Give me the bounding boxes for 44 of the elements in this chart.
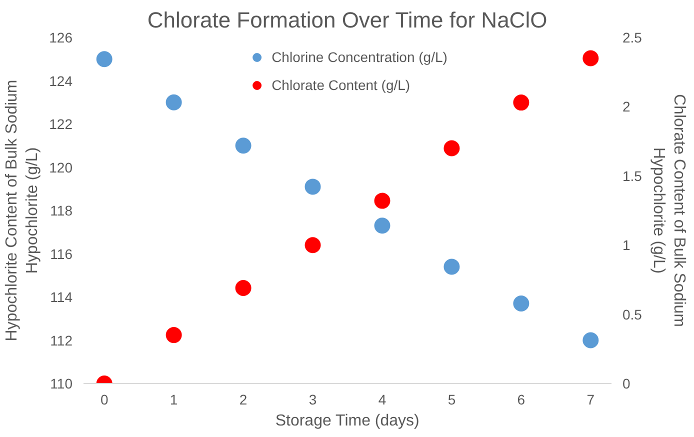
y2-tick-label: 0.5	[622, 306, 642, 322]
point	[96, 51, 112, 68]
y2-tick-label: 1	[622, 237, 630, 254]
y-tick-label: 110	[50, 376, 73, 392]
point	[444, 140, 460, 156]
y-tick-label: 118	[50, 202, 73, 218]
y2-tick-label: 1.5	[622, 168, 642, 184]
point	[374, 192, 390, 209]
legend-label: Chlorate Content (g/L)	[272, 77, 410, 93]
chart-title: Chlorate Formation Over Time for NaClO	[147, 8, 548, 32]
y-tick-label: 126	[49, 30, 73, 46]
y2-axis-title: Chlorate Content of Bulk Sodium Hypochlorite (g/L)	[650, 94, 688, 328]
x-tick-label: 1	[170, 392, 178, 408]
point	[235, 280, 252, 296]
point	[166, 94, 182, 110]
y-tick-label: 116	[50, 246, 73, 262]
y-tick-label: 124	[49, 72, 73, 89]
x-tick-label: 7	[586, 392, 595, 408]
legend-label: Chlorine Concentration (g/L)	[272, 49, 448, 65]
point	[582, 50, 599, 66]
y-tick-label: 114	[50, 289, 73, 305]
point	[235, 138, 252, 154]
y-axis-title: Hypochlorite Content of Bulk Sodium Hypochlorite (g/L)	[4, 80, 42, 342]
y2-tick-label: 2.5	[622, 30, 642, 46]
x-tick-label: 3	[308, 392, 317, 408]
point	[582, 332, 599, 348]
point	[166, 327, 182, 344]
y-tick-label: 112	[50, 332, 73, 348]
point	[444, 258, 460, 275]
x-tick-label: 0	[100, 392, 108, 408]
point	[304, 237, 321, 254]
x-tick-label: 4	[378, 392, 386, 408]
point	[304, 178, 321, 195]
x-tick-label: 5	[448, 392, 456, 408]
y2-tick-label: 2	[622, 98, 630, 115]
y2-tick-label: 0	[622, 376, 630, 392]
x-tick-label: 2	[239, 392, 248, 408]
y-tick-label: 120	[49, 159, 73, 176]
point	[513, 296, 530, 312]
x-axis-title: Storage Time (days)	[275, 412, 420, 430]
point	[513, 94, 530, 111]
x-tick-label: 6	[517, 392, 526, 408]
point	[374, 218, 390, 234]
y-tick-label: 122	[49, 116, 73, 132]
